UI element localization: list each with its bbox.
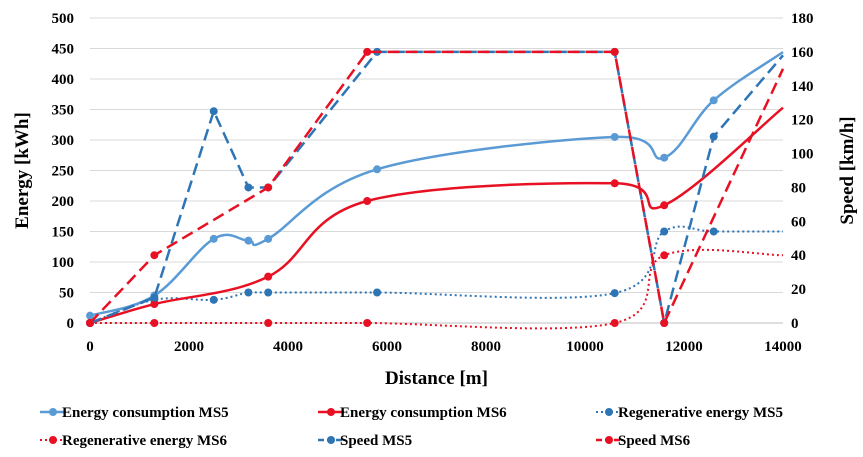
x-tick-label: 4000	[273, 339, 303, 355]
data-point	[150, 319, 159, 327]
legend-label: Energy consumption MS6	[340, 405, 507, 421]
series-line	[89, 50, 784, 325]
x-tick-label: 12000	[665, 339, 703, 355]
data-point	[610, 179, 619, 188]
data-point	[363, 319, 372, 327]
y-right-tick-label: 60	[791, 214, 806, 230]
data-point	[709, 132, 718, 141]
series-line	[89, 225, 783, 324]
legend-item: Energy consumption MS5	[40, 405, 229, 421]
data-point	[373, 165, 382, 174]
data-point	[660, 319, 669, 327]
data-point	[264, 319, 273, 327]
y-left-tick-label: 250	[52, 164, 75, 180]
data-point	[660, 251, 669, 260]
y-left-tick-label: 200	[52, 194, 75, 210]
y-left-tick-label: 50	[59, 286, 74, 302]
y-left-tick-label: 450	[52, 42, 75, 58]
series-line	[89, 50, 785, 325]
data-point	[660, 227, 669, 236]
data-point	[373, 288, 382, 297]
data-point	[209, 234, 218, 243]
data-point	[264, 288, 273, 297]
data-point	[610, 289, 619, 298]
x-tick-label: 6000	[372, 339, 402, 355]
x-tick-label: 2000	[174, 339, 204, 355]
y-right-tick-label: 100	[791, 147, 814, 163]
series-speed-ms5	[86, 47, 784, 327]
x-axis-title: Distance [m]	[385, 368, 488, 389]
data-point	[150, 251, 159, 260]
legend-swatch-marker	[327, 436, 335, 444]
legend-item: Speed MS5	[318, 433, 412, 449]
data-point	[363, 47, 372, 56]
legend-label: Regenerative energy MS6	[62, 433, 227, 449]
x-tick-label: 14000	[764, 339, 802, 355]
legend-swatch-marker	[49, 408, 57, 416]
data-point	[150, 300, 159, 309]
legend-label: Speed MS5	[340, 433, 412, 449]
data-point	[244, 236, 253, 245]
x-tick-label: 10000	[566, 339, 604, 355]
legend-item: Speed MS6	[596, 433, 691, 449]
y-left-tick-label: 100	[52, 255, 75, 271]
legend-swatch-marker	[49, 436, 57, 444]
y-right-tick-label: 160	[791, 45, 814, 61]
y-left-tick-label: 150	[52, 225, 75, 241]
data-point	[86, 311, 94, 320]
data-point	[264, 234, 273, 243]
data-point	[264, 183, 273, 192]
y-left-tick-label: 300	[52, 133, 75, 149]
data-point	[244, 288, 253, 297]
series-line	[89, 51, 784, 317]
legend-swatch-marker	[327, 408, 335, 416]
data-point	[610, 132, 619, 141]
y-left-tick-label: 500	[52, 11, 75, 27]
data-point	[363, 197, 372, 205]
data-point	[209, 295, 218, 304]
data-point	[709, 96, 718, 105]
legend: Energy consumption MS5 Energy consumption…	[40, 405, 783, 449]
legend-item: Energy consumption MS6	[318, 405, 507, 421]
legend-item: Regenerative energy MS6	[40, 433, 227, 449]
y-left-axis-title: Energy [kWh]	[12, 112, 33, 229]
y-right-tick-label: 120	[791, 113, 814, 129]
series-regenerative-energy-ms5	[86, 225, 783, 327]
data-point	[150, 293, 159, 302]
data-point	[610, 319, 619, 327]
legend-label: Speed MS6	[618, 433, 691, 449]
y-right-tick-label: 40	[791, 248, 806, 264]
series-energy-consumption-ms6	[86, 106, 784, 327]
x-tick-label: 0	[86, 339, 94, 355]
data-point	[709, 227, 718, 236]
legend-label: Energy consumption MS5	[62, 405, 229, 421]
legend-label: Regenerative energy MS5	[618, 405, 783, 421]
x-tick-label: 8000	[471, 339, 501, 355]
y-right-tick-label: 140	[791, 79, 814, 95]
data-point	[610, 47, 619, 56]
y-right-tick-label: 20	[791, 282, 806, 298]
legend-item: Regenerative energy MS5	[596, 405, 783, 421]
data-point	[86, 319, 94, 327]
y-right-tick-label: 80	[791, 180, 806, 196]
data-point	[244, 183, 253, 192]
y-left-tick-label: 400	[52, 72, 75, 88]
tick-labels: 0 50 100 150 200 250 300 350 400 450 500 0 20 40 60 80 1…	[52, 11, 814, 355]
y-left-tick-label: 0	[67, 316, 75, 332]
y-right-tick-label: 180	[791, 11, 814, 27]
data-point	[660, 201, 669, 210]
y-right-tick-label: 0	[791, 316, 799, 332]
series-speed-ms6	[86, 47, 785, 327]
data-point	[209, 107, 218, 116]
y-right-axis-title: Speed [km/h]	[837, 116, 858, 224]
legend-swatch-marker	[605, 436, 613, 444]
data-point	[660, 153, 669, 162]
y-left-tick-label: 350	[52, 103, 75, 119]
data-point	[264, 272, 273, 281]
legend-swatch-marker	[605, 408, 613, 416]
